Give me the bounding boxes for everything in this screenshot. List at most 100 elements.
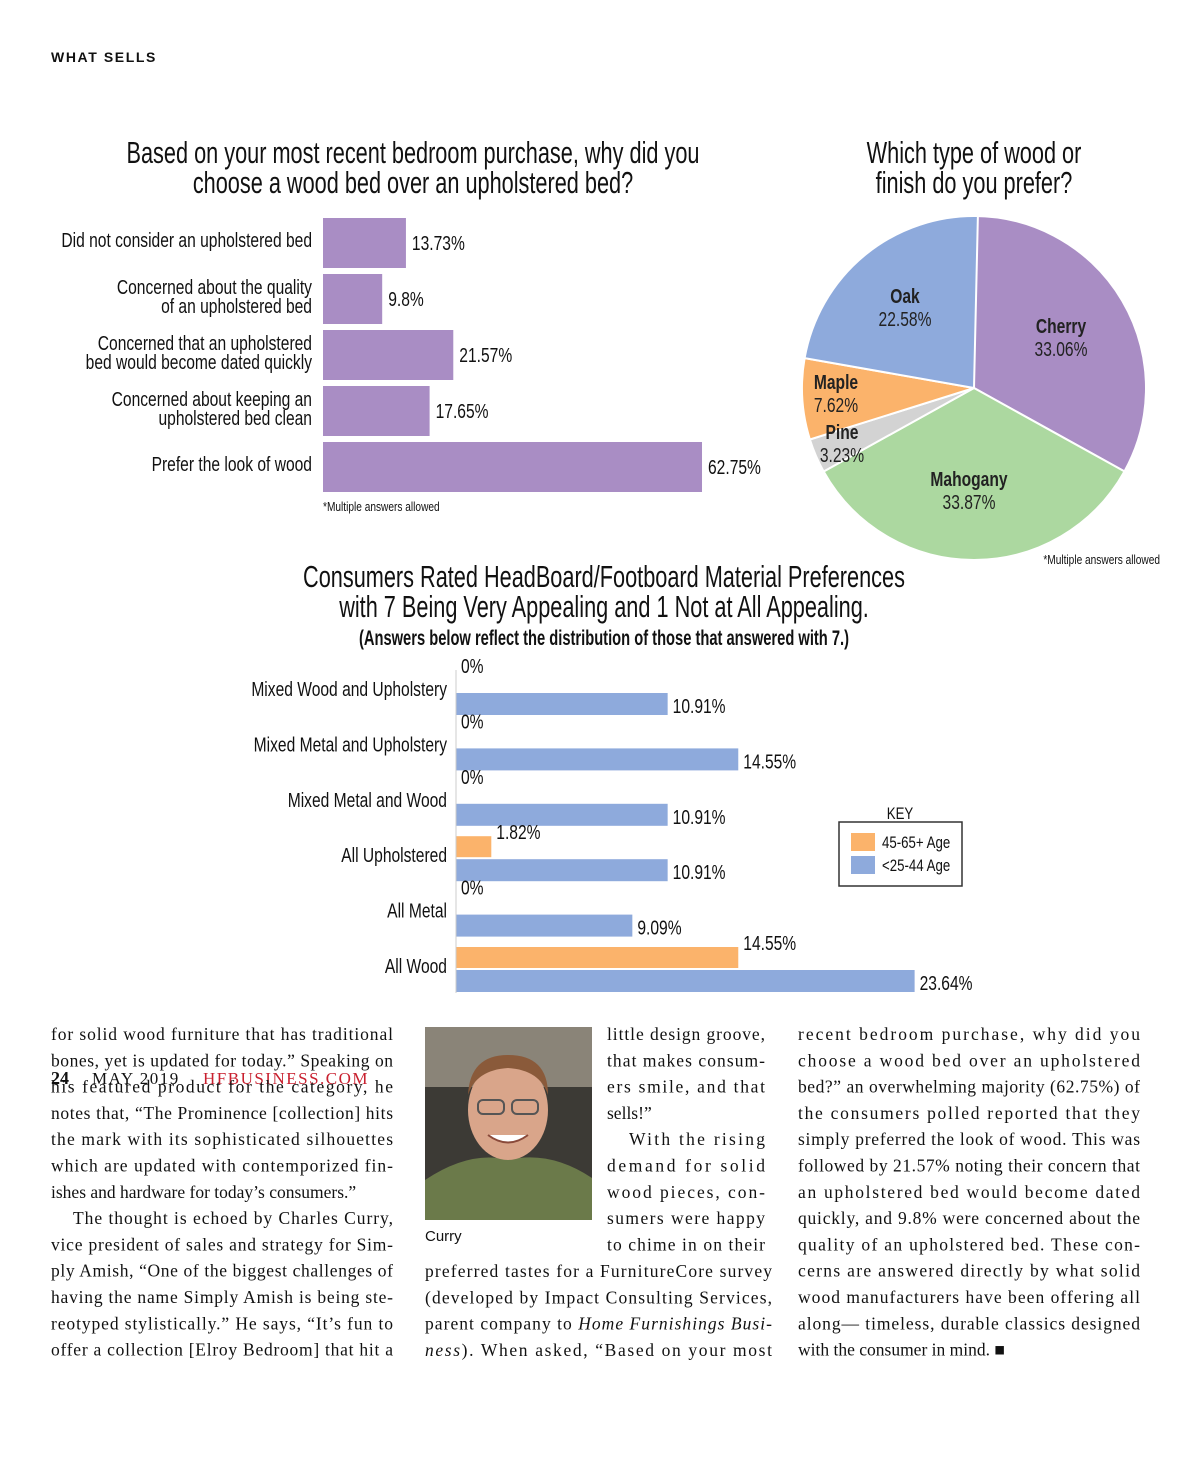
category-label: of an upholstered bed <box>161 296 312 318</box>
chart-title: Which type of wood or <box>867 135 1082 170</box>
body-line: ness). When asked, “Based on your most <box>425 1340 772 1360</box>
slice-name: Maple <box>814 372 858 394</box>
body-line: having the name Simply Amish is being st… <box>51 1287 393 1307</box>
value-label: 0% <box>461 767 484 789</box>
legend-title: KEY <box>887 804 914 823</box>
bar <box>323 274 383 324</box>
slice-value: 22.58% <box>879 309 932 331</box>
bar <box>323 330 454 380</box>
section-header: WHAT SELLS <box>51 49 157 65</box>
value-label: 13.73% <box>412 233 465 255</box>
bar <box>323 442 703 492</box>
body-line: the consumers polled reported that they <box>798 1103 1140 1123</box>
category-label: bed would become dated quickly <box>86 352 312 374</box>
body-line: ishes and hardware for today’s consumers… <box>51 1182 356 1202</box>
text-run: parent company to <box>425 1314 577 1334</box>
body-line: bed?” an overwhelming majority (62.75%) … <box>798 1077 1140 1097</box>
body-line: preferred tastes for a FurnitureCore sur… <box>425 1261 772 1281</box>
text-run: ). When asked, “Based on your most <box>462 1340 772 1360</box>
bar <box>456 947 739 968</box>
value-label: 10.91% <box>673 862 726 884</box>
body-line: offer a collection [Elroy Bedroom] that … <box>51 1340 393 1360</box>
slice-name: Pine <box>826 422 859 444</box>
website: HFBUSINESS.COM <box>203 1069 369 1088</box>
value-label: 10.91% <box>673 696 726 718</box>
body-line: choose a wood bed over an upholstered <box>798 1050 1140 1070</box>
body-line: ply Amish, “One of the biggest challenge… <box>51 1261 393 1281</box>
issue-date: MAY 2019 <box>92 1069 180 1088</box>
chart-title: with 7 Being Very Appealing and 1 Not at… <box>338 589 868 624</box>
category-label: upholstered bed clean <box>158 408 312 430</box>
value-label: 21.57% <box>459 345 512 367</box>
body-line: The thought is echoed by Charles Curry, <box>73 1208 393 1228</box>
body-line: followed by 21.57% noting their concern … <box>798 1156 1140 1176</box>
page-number: 24 <box>51 1068 69 1088</box>
category-label: All Wood <box>385 956 447 978</box>
bar <box>456 970 915 992</box>
value-label: 9.8% <box>388 289 424 311</box>
body-line: parent company to Home Furnishings Busi- <box>425 1314 772 1334</box>
value-label: 1.82% <box>496 822 540 844</box>
slice-value: 7.62% <box>814 395 858 417</box>
category-label: All Upholstered <box>341 845 447 867</box>
category-label: All Metal <box>387 901 447 923</box>
photo <box>425 1027 592 1220</box>
body-line: an upholstered bed would become dated <box>798 1182 1140 1202</box>
bar <box>456 748 739 771</box>
body-line: ers smile, and that <box>607 1077 765 1097</box>
body-line: to chime in on their <box>607 1234 765 1254</box>
chart-title: choose a wood bed over an upholstered be… <box>193 165 633 200</box>
body-line: notes that, “The Prominence [collection]… <box>51 1103 393 1123</box>
body-line: wood pieces, con- <box>607 1182 765 1202</box>
chart-subtitle: (Answers below reflect the distribution … <box>359 627 849 650</box>
category-label: Concerned that an upholstered <box>98 333 312 355</box>
body-line: little design groove, <box>607 1024 765 1044</box>
body-line: simply preferred the look of wood. This … <box>798 1129 1140 1149</box>
value-label: 10.91% <box>673 807 726 829</box>
body-line: demand for solid <box>607 1156 765 1176</box>
body-line: his featured product for the category, h… <box>51 1077 393 1097</box>
bar <box>456 836 492 858</box>
body-line: recent bedroom purchase, why did you <box>798 1024 1140 1044</box>
legend-label: <25-44 Age <box>882 856 950 875</box>
value-label: 14.55% <box>743 751 796 773</box>
value-label: 9.09% <box>637 918 681 940</box>
body-line: (developed by Impact Consulting Services… <box>425 1287 772 1307</box>
legend-swatch <box>851 856 875 874</box>
pie-slice <box>803 215 979 390</box>
value-label: 23.64% <box>920 973 973 995</box>
body-line: with the consumer in mind. ■ <box>798 1340 1005 1360</box>
slice-name: Oak <box>890 286 920 308</box>
legend-label: 45-65+ Age <box>882 833 950 852</box>
pie-slice <box>973 214 1147 473</box>
slice-name: Cherry <box>1036 316 1087 338</box>
body-line: quality of an upholstered bed. These con… <box>798 1234 1140 1254</box>
category-label: Mixed Wood and Upholstery <box>251 679 447 701</box>
body-line: wood manufacturers have been offering al… <box>798 1287 1140 1307</box>
body-line: along— timeless, durable classics design… <box>798 1313 1140 1333</box>
category-label: Prefer the look of wood <box>152 454 312 476</box>
bar <box>456 859 668 882</box>
category-label: Did not consider an upholstered bed <box>61 230 312 252</box>
body-line: that makes consum- <box>607 1050 765 1070</box>
category-label: Concerned about keeping an <box>112 389 312 411</box>
body-line: sells!” <box>607 1103 652 1123</box>
category-label: Mixed Metal and Wood <box>288 790 447 812</box>
bar <box>323 386 430 436</box>
chart-title: finish do you prefer? <box>876 165 1073 200</box>
legend-swatch <box>851 833 875 851</box>
body-line: cerns are answered directly by what soli… <box>798 1261 1140 1281</box>
bar <box>456 693 668 715</box>
value-label: 17.65% <box>436 401 489 423</box>
body-line: the mark with its sophisticated silhouet… <box>51 1129 393 1149</box>
body-line: bones, yet is updated for today.” Speaki… <box>51 1050 393 1070</box>
text-run: Home Furnishings Busi- <box>577 1314 772 1334</box>
value-label: 0% <box>461 878 484 900</box>
chart-title: Based on your most recent bedroom purcha… <box>127 135 700 170</box>
slice-value: 3.23% <box>820 445 864 467</box>
slice-value: 33.06% <box>1035 339 1088 361</box>
body-line: which are updated with contemporized fin… <box>51 1156 393 1176</box>
body-line: quickly, and 9.8% were concerned about t… <box>798 1208 1140 1228</box>
text-run: ness <box>425 1340 460 1360</box>
